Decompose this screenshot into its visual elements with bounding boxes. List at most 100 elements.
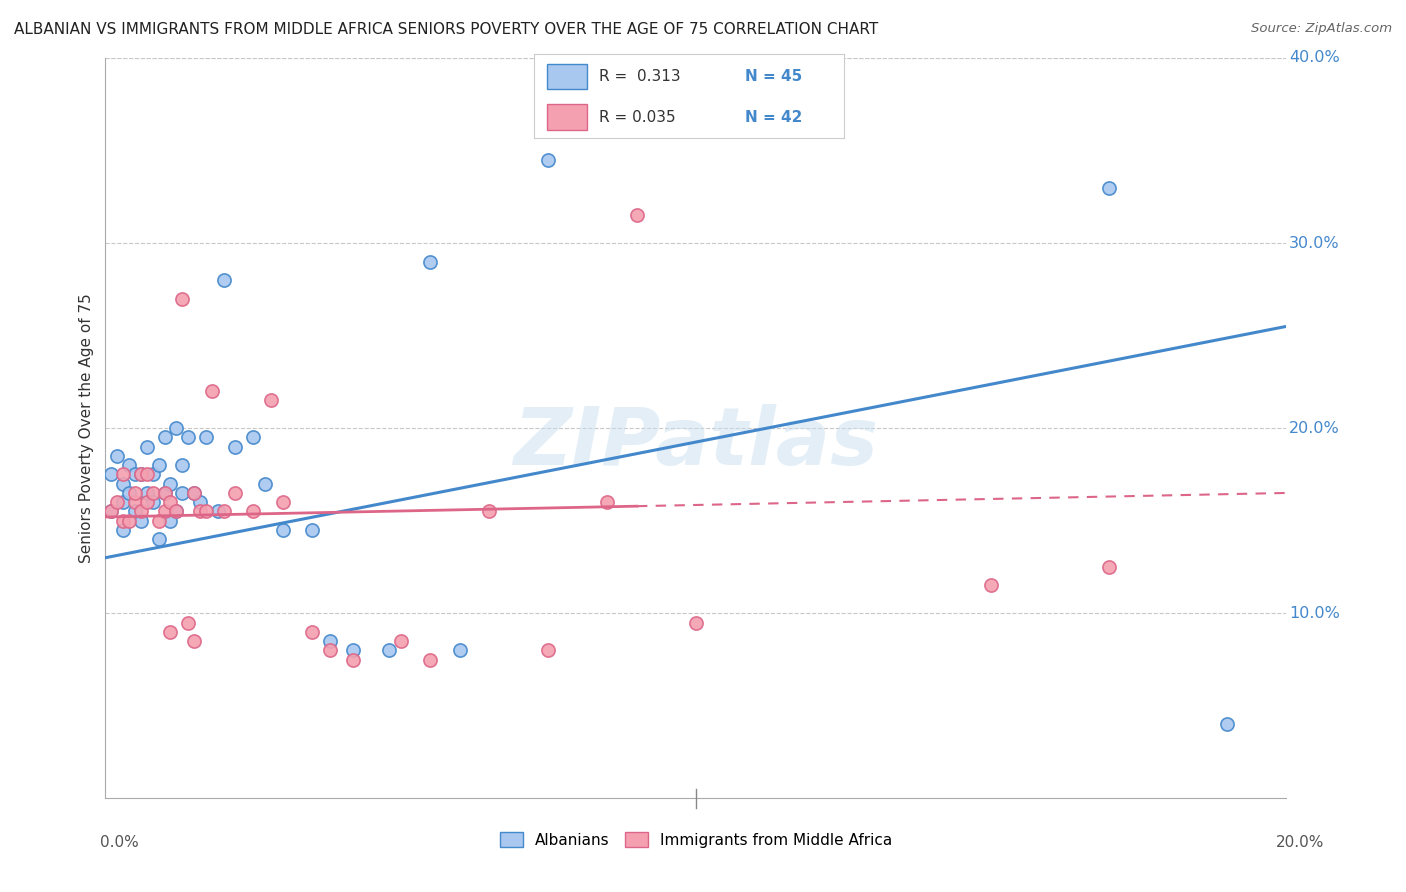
Point	[212, 273, 235, 287]
Point	[419, 652, 441, 666]
Text: 10.0%: 10.0%	[1289, 606, 1340, 621]
Point	[685, 615, 707, 630]
Text: Source: ZipAtlas.com: Source: ZipAtlas.com	[1251, 22, 1392, 36]
Point	[153, 486, 176, 500]
Point	[260, 393, 283, 408]
Point	[159, 495, 181, 509]
Point	[177, 430, 200, 444]
Point	[389, 634, 412, 648]
FancyBboxPatch shape	[547, 104, 586, 130]
Legend: Albanians, Immigrants from Middle Africa: Albanians, Immigrants from Middle Africa	[494, 825, 898, 854]
Point	[105, 449, 128, 463]
Point	[183, 486, 205, 500]
Point	[194, 430, 217, 444]
Point	[112, 523, 135, 537]
Point	[142, 495, 165, 509]
Point	[183, 486, 205, 500]
Text: 40.0%: 40.0%	[1289, 51, 1340, 65]
Point	[165, 504, 187, 518]
Point	[159, 514, 181, 528]
Point	[201, 384, 224, 398]
Point	[159, 624, 181, 639]
Point	[153, 486, 176, 500]
Point	[626, 208, 648, 222]
Point	[148, 532, 170, 546]
Point	[142, 467, 165, 482]
Point	[172, 292, 194, 306]
Point	[135, 467, 157, 482]
Point	[129, 467, 152, 482]
Point	[188, 504, 211, 518]
Point	[118, 458, 141, 473]
Point	[1098, 560, 1121, 574]
Point	[242, 430, 264, 444]
Point	[172, 458, 194, 473]
Text: ALBANIAN VS IMMIGRANTS FROM MIDDLE AFRICA SENIORS POVERTY OVER THE AGE OF 75 COR: ALBANIAN VS IMMIGRANTS FROM MIDDLE AFRIC…	[14, 22, 879, 37]
Text: 20.0%: 20.0%	[1277, 836, 1324, 850]
Point	[124, 495, 146, 509]
Point	[183, 634, 205, 648]
Point	[224, 440, 246, 454]
Point	[1098, 180, 1121, 194]
Point	[537, 643, 560, 657]
Point	[271, 523, 294, 537]
Text: ZIPatlas: ZIPatlas	[513, 404, 879, 482]
Point	[165, 504, 187, 518]
Point	[224, 486, 246, 500]
Point	[148, 458, 170, 473]
Point	[124, 486, 146, 500]
Point	[135, 495, 157, 509]
Point	[159, 476, 181, 491]
Point	[319, 634, 342, 648]
Point	[449, 643, 471, 657]
Point	[188, 495, 211, 509]
Point	[112, 514, 135, 528]
Point	[212, 504, 235, 518]
Point	[378, 643, 401, 657]
Point	[301, 523, 323, 537]
Point	[153, 504, 176, 518]
Point	[153, 430, 176, 444]
Point	[301, 624, 323, 639]
FancyBboxPatch shape	[547, 63, 586, 89]
Point	[172, 486, 194, 500]
Point	[135, 440, 157, 454]
Text: 20.0%: 20.0%	[1289, 421, 1340, 435]
Point	[100, 504, 122, 518]
Point	[100, 467, 122, 482]
Text: R = 0.035: R = 0.035	[599, 110, 676, 125]
Point	[537, 153, 560, 167]
Point	[194, 504, 217, 518]
Text: 30.0%: 30.0%	[1289, 235, 1340, 251]
Point	[207, 504, 229, 518]
Point	[142, 486, 165, 500]
Point	[118, 486, 141, 500]
Text: 0.0%: 0.0%	[100, 836, 139, 850]
Point	[177, 615, 200, 630]
Point	[419, 254, 441, 268]
Point	[129, 467, 152, 482]
Text: N = 42: N = 42	[745, 110, 801, 125]
Point	[1216, 717, 1239, 731]
Point	[165, 421, 187, 435]
Point	[148, 514, 170, 528]
Y-axis label: Seniors Poverty Over the Age of 75: Seniors Poverty Over the Age of 75	[79, 293, 94, 563]
Point	[112, 467, 135, 482]
Point	[478, 504, 501, 518]
Point	[124, 504, 146, 518]
Point	[342, 652, 364, 666]
Point	[124, 467, 146, 482]
Point	[112, 476, 135, 491]
Point	[112, 495, 135, 509]
Point	[129, 514, 152, 528]
Point	[242, 504, 264, 518]
Point	[105, 495, 128, 509]
Point	[980, 578, 1002, 592]
Point	[100, 504, 122, 518]
Point	[596, 495, 619, 509]
Point	[271, 495, 294, 509]
Point	[129, 504, 152, 518]
Point	[118, 514, 141, 528]
Point	[135, 486, 157, 500]
Text: N = 45: N = 45	[745, 69, 801, 84]
